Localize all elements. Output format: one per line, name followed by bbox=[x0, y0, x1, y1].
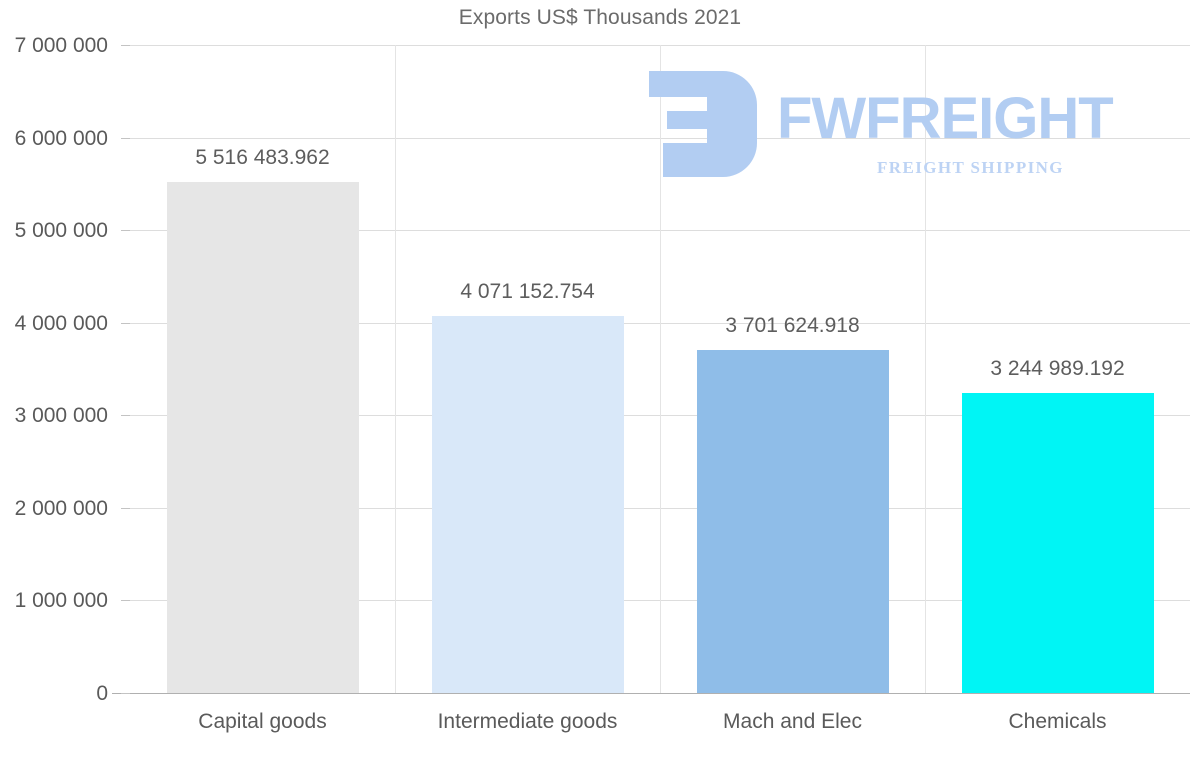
bar[interactable] bbox=[696, 350, 889, 693]
y-axis-tick-mark bbox=[121, 230, 130, 232]
y-axis-tick-mark bbox=[121, 137, 130, 139]
x-axis-line bbox=[112, 693, 1190, 694]
y-axis-tick-label: 3 000 000 bbox=[14, 404, 108, 428]
y-axis-tick-mark bbox=[121, 693, 130, 694]
y-axis-tick-mark bbox=[121, 507, 130, 509]
y-axis-tick-mark bbox=[121, 45, 130, 46]
bar[interactable] bbox=[431, 316, 624, 693]
bar[interactable] bbox=[961, 392, 1154, 693]
y-axis-tick-label: 7 000 000 bbox=[14, 34, 108, 57]
y-axis-tick-mark bbox=[121, 415, 130, 417]
y-axis-tick-label: 6 000 000 bbox=[14, 126, 108, 150]
x-axis-category-label: Mach and Elec bbox=[723, 710, 862, 733]
y-axis-tick-mark bbox=[121, 322, 130, 324]
y-axis-tick-label: 1 000 000 bbox=[14, 589, 108, 613]
x-axis-category-label: Capital goods bbox=[198, 710, 327, 733]
y-axis-tick-label: 5 000 000 bbox=[14, 219, 108, 243]
bar-value-label: 3 701 624.918 bbox=[725, 314, 860, 338]
bar-value-label: 3 244 989.192 bbox=[990, 356, 1125, 380]
plot-area: 0 1 000 000 2 000 000 3 000 000 4 000 000 5 0… bbox=[15, 34, 1190, 733]
bar-value-label: 5 516 483.962 bbox=[195, 146, 330, 170]
chart-title: Exports US$ Thousands 2021 bbox=[458, 6, 742, 29]
y-axis-tick-label: 2 000 000 bbox=[14, 496, 108, 520]
bar[interactable] bbox=[166, 182, 359, 693]
gridline-vertical bbox=[395, 45, 396, 693]
y-axis-tick-label: 0 bbox=[96, 682, 108, 705]
y-axis-tick-label: 4 000 000 bbox=[14, 311, 108, 335]
gridline-vertical bbox=[925, 45, 926, 693]
x-axis-category-label: Chemicals bbox=[1008, 710, 1107, 733]
gridline-vertical bbox=[660, 45, 661, 693]
bar-value-label: 4 071 152.754 bbox=[460, 280, 595, 304]
y-axis-tick-mark bbox=[121, 600, 130, 602]
x-axis-category-label: Intermediate goods bbox=[437, 710, 618, 733]
